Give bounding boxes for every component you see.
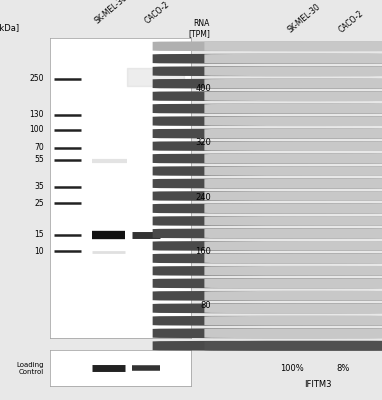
FancyBboxPatch shape <box>204 328 382 338</box>
FancyBboxPatch shape <box>204 228 382 238</box>
FancyBboxPatch shape <box>204 316 382 326</box>
FancyBboxPatch shape <box>204 204 382 213</box>
FancyBboxPatch shape <box>153 228 382 238</box>
FancyBboxPatch shape <box>204 66 382 76</box>
Text: IFITM3: IFITM3 <box>205 230 230 239</box>
Text: 100: 100 <box>29 125 44 134</box>
FancyBboxPatch shape <box>153 266 382 276</box>
FancyBboxPatch shape <box>204 179 382 188</box>
Text: 130: 130 <box>29 110 44 119</box>
FancyBboxPatch shape <box>204 104 382 114</box>
Text: 35: 35 <box>34 182 44 191</box>
FancyBboxPatch shape <box>204 291 382 301</box>
FancyBboxPatch shape <box>204 278 382 288</box>
Text: 15: 15 <box>34 230 44 239</box>
FancyBboxPatch shape <box>153 66 382 76</box>
FancyBboxPatch shape <box>204 341 382 351</box>
FancyBboxPatch shape <box>153 204 382 213</box>
FancyBboxPatch shape <box>153 316 382 326</box>
Text: 70: 70 <box>34 143 44 152</box>
FancyBboxPatch shape <box>153 91 382 101</box>
FancyBboxPatch shape <box>204 79 382 88</box>
FancyBboxPatch shape <box>153 254 382 263</box>
FancyBboxPatch shape <box>153 79 382 88</box>
Text: RNA
[TPM]: RNA [TPM] <box>188 18 210 38</box>
Text: CACO-2: CACO-2 <box>143 0 171 26</box>
Text: IFITM3: IFITM3 <box>304 380 331 390</box>
FancyBboxPatch shape <box>153 41 382 51</box>
FancyBboxPatch shape <box>153 154 382 164</box>
Text: Low: Low <box>138 353 154 362</box>
FancyBboxPatch shape <box>204 54 382 64</box>
FancyBboxPatch shape <box>153 304 382 313</box>
FancyBboxPatch shape <box>204 154 382 164</box>
FancyBboxPatch shape <box>204 141 382 151</box>
FancyBboxPatch shape <box>153 129 382 138</box>
FancyBboxPatch shape <box>153 179 382 188</box>
Text: High: High <box>96 353 116 362</box>
FancyBboxPatch shape <box>204 254 382 263</box>
FancyBboxPatch shape <box>153 241 382 251</box>
Text: 55: 55 <box>34 155 44 164</box>
FancyBboxPatch shape <box>204 129 382 138</box>
Text: SK-MEL-30: SK-MEL-30 <box>93 0 129 26</box>
Text: [kDa]: [kDa] <box>0 23 19 32</box>
FancyBboxPatch shape <box>204 266 382 276</box>
FancyBboxPatch shape <box>153 216 382 226</box>
FancyBboxPatch shape <box>153 104 382 114</box>
FancyBboxPatch shape <box>153 278 382 288</box>
FancyBboxPatch shape <box>204 116 382 126</box>
FancyBboxPatch shape <box>153 291 382 301</box>
FancyBboxPatch shape <box>153 341 382 351</box>
Text: 8%: 8% <box>337 364 350 373</box>
Text: 100%: 100% <box>280 364 303 373</box>
FancyBboxPatch shape <box>204 91 382 101</box>
Text: SK-MEL-30: SK-MEL-30 <box>286 2 322 34</box>
FancyBboxPatch shape <box>153 166 382 176</box>
FancyBboxPatch shape <box>153 328 382 338</box>
FancyBboxPatch shape <box>204 166 382 176</box>
FancyBboxPatch shape <box>153 54 382 64</box>
FancyBboxPatch shape <box>204 191 382 201</box>
Text: 250: 250 <box>29 74 44 83</box>
Text: CACO-2: CACO-2 <box>338 9 366 34</box>
FancyBboxPatch shape <box>204 241 382 251</box>
Text: 10: 10 <box>34 246 44 256</box>
FancyBboxPatch shape <box>153 191 382 201</box>
FancyBboxPatch shape <box>204 41 382 51</box>
FancyBboxPatch shape <box>153 116 382 126</box>
FancyBboxPatch shape <box>153 141 382 151</box>
FancyBboxPatch shape <box>204 304 382 313</box>
Text: Loading
Control: Loading Control <box>16 362 44 374</box>
Text: 25: 25 <box>34 198 44 208</box>
FancyBboxPatch shape <box>204 216 382 226</box>
